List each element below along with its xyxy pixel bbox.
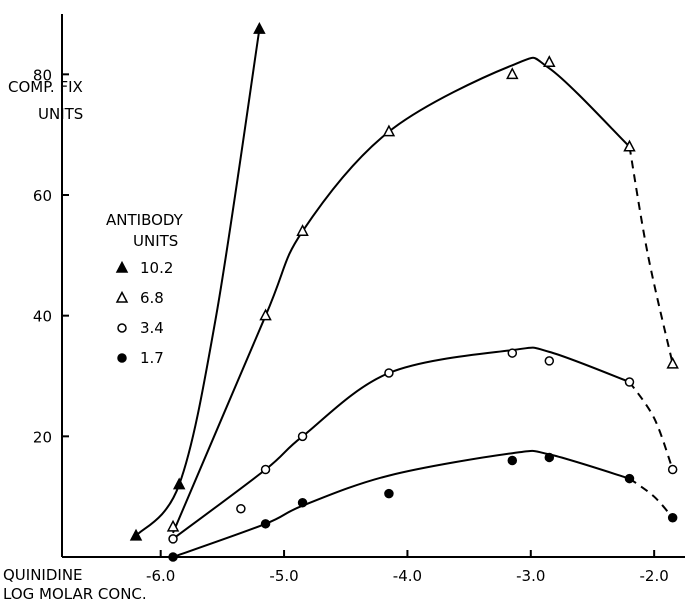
- data-point: [624, 473, 635, 484]
- x-tick-label: -3.0: [516, 567, 545, 585]
- data-point: [624, 377, 635, 387]
- data-point: [297, 431, 308, 442]
- ticks: 20 40 60 80 -6.0 -5.0 -4.0 -3.0 -2.0: [33, 66, 669, 585]
- data-point: [384, 488, 394, 499]
- legend-title-line-2: UNITS: [133, 232, 178, 250]
- data-point: [507, 348, 518, 358]
- data-points: [129, 21, 679, 562]
- x-tick-label: -5.0: [269, 567, 298, 585]
- legend-title-line-1: ANTIBODY: [106, 211, 184, 229]
- legend-label: 10.2: [140, 259, 173, 277]
- ylabel-line-1: COMP. FIX: [8, 78, 83, 96]
- series-curve: [172, 56, 631, 534]
- data-point: [544, 452, 555, 463]
- data-point: [666, 356, 679, 369]
- data-point: [259, 308, 272, 321]
- xlabel-line-2: LOG MOLAR CONC.: [3, 585, 147, 603]
- data-point: [384, 368, 394, 378]
- data-point: [623, 139, 636, 152]
- data-point: [166, 519, 180, 532]
- y-tick-label: 20: [33, 428, 52, 446]
- xlabel-line-1: QUINIDINE: [3, 566, 83, 584]
- x-tick-label: -4.0: [393, 567, 422, 585]
- series-curve: [172, 449, 630, 558]
- data-point: [168, 552, 178, 562]
- series-curve: [135, 28, 261, 537]
- legend-items: 10.2 6.8 3.4 1.7: [115, 259, 173, 367]
- series-dashed-tail: [628, 381, 674, 470]
- series-dashed-tail: [628, 477, 674, 519]
- legend-marker: [117, 353, 127, 363]
- data-point: [543, 55, 556, 68]
- data-point: [253, 21, 266, 34]
- legend-marker: [117, 323, 127, 333]
- y-tick-label: 80: [33, 66, 52, 84]
- data-point: [296, 224, 309, 236]
- data-point: [507, 455, 518, 466]
- data-point: [382, 124, 396, 137]
- ylabel-line-2: UNITS: [38, 105, 83, 123]
- x-tick-label: -2.0: [640, 567, 669, 585]
- data-point: [667, 464, 678, 475]
- data-point: [667, 513, 678, 523]
- y-tick-label: 40: [33, 308, 52, 326]
- legend-marker: [115, 260, 129, 273]
- data-point: [297, 497, 308, 508]
- data-point: [544, 356, 555, 366]
- curves: [135, 28, 674, 558]
- legend-marker: [115, 290, 129, 303]
- data-point: [236, 503, 246, 514]
- data-point: [129, 528, 143, 541]
- legend-label: 6.8: [140, 289, 164, 307]
- y-tick-label: 60: [33, 187, 52, 205]
- data-point: [260, 464, 271, 475]
- legend: ANTIBODY UNITS 10.2 6.8 3.4 1.7: [106, 211, 184, 367]
- legend-label: 1.7: [140, 349, 164, 367]
- series-dashed-tail: [628, 146, 674, 365]
- x-tick-label: -6.0: [146, 567, 175, 585]
- data-point: [172, 477, 186, 490]
- data-point: [260, 519, 271, 529]
- legend-label: 3.4: [140, 319, 164, 337]
- data-point: [168, 534, 178, 544]
- data-point: [506, 67, 519, 80]
